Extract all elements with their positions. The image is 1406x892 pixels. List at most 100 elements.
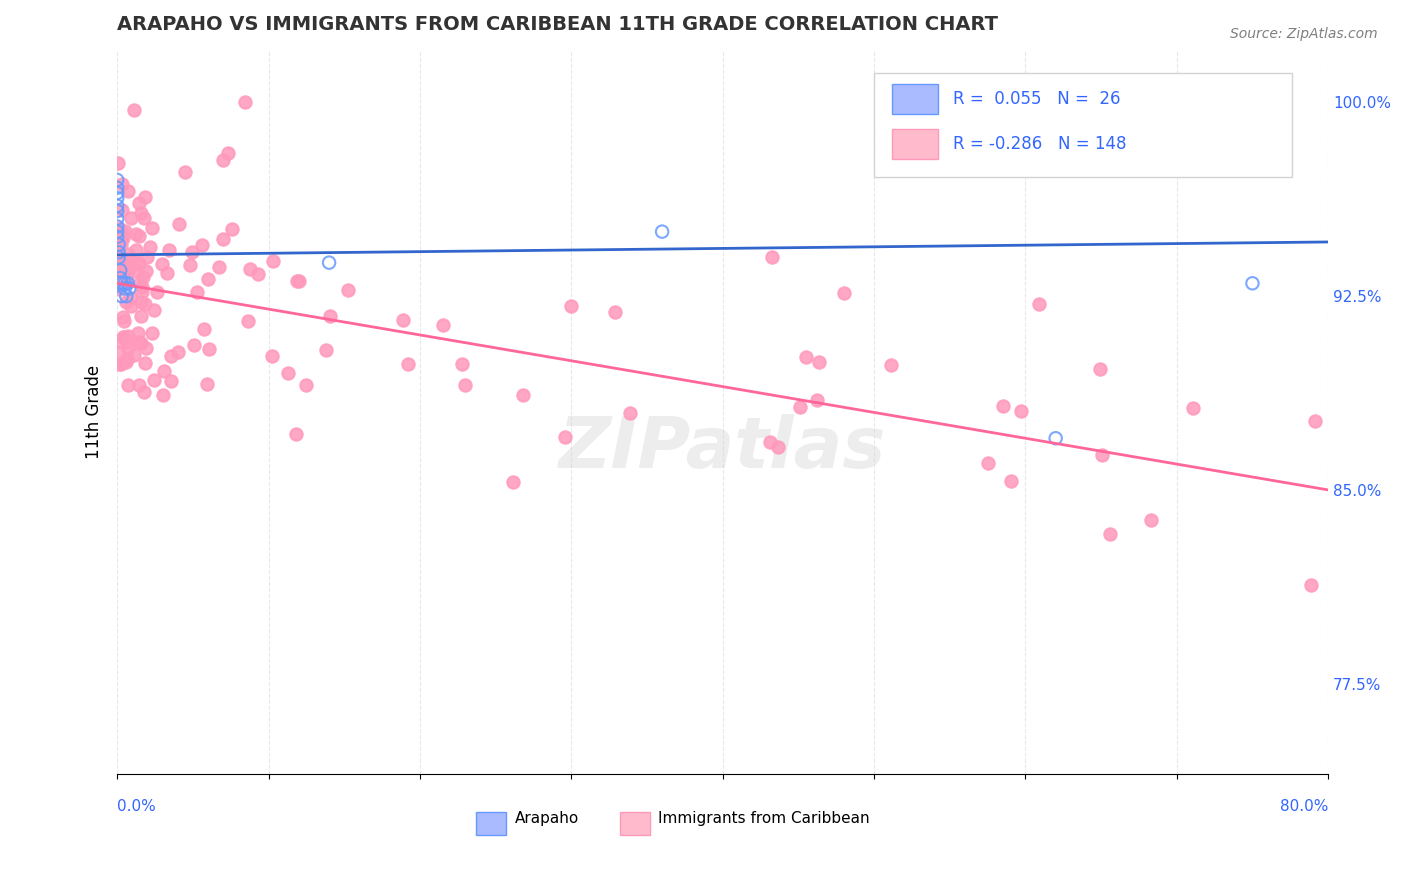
Point (262, 349, 284, 363)
Point (198, 342, 221, 356)
Point (117, 378, 139, 392)
Point (105, 191, 128, 205)
Point (120, 291, 142, 305)
Point (105, 173, 128, 187)
Point (117, 184, 139, 198)
Point (315, 343, 337, 358)
Point (112, 330, 135, 344)
Point (111, 227, 134, 241)
Point (115, 355, 138, 369)
Point (117, 328, 139, 343)
Point (128, 377, 150, 392)
Point (132, 269, 155, 284)
Point (319, 309, 342, 323)
Point (807, 355, 830, 369)
Point (105, 245, 128, 260)
Point (135, 341, 157, 355)
Point (105, 225, 128, 239)
Point (217, 145, 239, 160)
Point (212, 153, 235, 167)
Point (118, 281, 141, 295)
Text: Arapaho: Arapaho (515, 811, 579, 826)
Point (127, 326, 149, 340)
Point (560, 299, 582, 313)
FancyBboxPatch shape (893, 129, 938, 160)
Point (110, 236, 132, 251)
Point (108, 267, 131, 281)
Point (1010, 404, 1032, 418)
Point (131, 285, 153, 300)
Point (246, 267, 269, 281)
Point (124, 264, 146, 278)
Point (880, 358, 903, 372)
Point (139, 239, 162, 253)
Point (134, 356, 156, 370)
Point (288, 274, 311, 288)
Point (391, 313, 413, 327)
Point (105, 180, 128, 194)
Point (318, 255, 340, 269)
Point (117, 264, 139, 278)
Text: R =  0.055   N =  26: R = 0.055 N = 26 (953, 90, 1121, 108)
Point (110, 258, 132, 272)
FancyBboxPatch shape (475, 813, 506, 836)
Point (108, 221, 131, 235)
Point (181, 244, 204, 259)
Text: 0.0%: 0.0% (117, 799, 156, 814)
Point (128, 229, 150, 244)
FancyBboxPatch shape (893, 84, 938, 114)
Point (1088, 362, 1111, 376)
Text: ZIPatlas: ZIPatlas (560, 414, 886, 483)
Point (759, 434, 782, 449)
Point (118, 260, 141, 275)
Point (121, 211, 143, 225)
Point (114, 277, 136, 291)
Point (111, 277, 134, 291)
Point (141, 326, 163, 340)
Point (125, 244, 148, 258)
Point (1000, 475, 1022, 489)
Point (134, 190, 156, 204)
Point (107, 237, 129, 252)
Point (150, 257, 173, 271)
Point (1140, 512, 1163, 526)
Point (112, 271, 135, 285)
Point (174, 165, 197, 179)
Point (789, 401, 811, 415)
Point (236, 314, 259, 328)
Point (221, 222, 243, 236)
Point (277, 366, 299, 380)
Point (134, 384, 156, 399)
Point (136, 250, 159, 264)
Point (118, 256, 141, 270)
Point (512, 388, 534, 402)
Point (1182, 401, 1205, 415)
Point (186, 285, 208, 299)
Point (129, 309, 152, 323)
Point (111, 177, 134, 191)
Point (239, 262, 262, 277)
Point (122, 103, 145, 118)
Point (146, 285, 169, 300)
Point (111, 289, 134, 303)
Point (603, 305, 626, 319)
Point (108, 226, 131, 240)
Point (1241, 277, 1264, 291)
Point (128, 334, 150, 349)
Point (114, 281, 136, 295)
Point (396, 357, 419, 371)
Point (107, 245, 129, 260)
Point (107, 251, 129, 265)
Point (111, 203, 134, 218)
Point (141, 220, 163, 235)
Point (108, 334, 131, 349)
Point (105, 229, 128, 244)
Point (105, 186, 128, 200)
Point (107, 156, 129, 170)
Point (129, 205, 152, 219)
Text: ARAPAHO VS IMMIGRANTS FROM CARIBBEAN 11TH GRADE CORRELATION CHART: ARAPAHO VS IMMIGRANTS FROM CARIBBEAN 11T… (117, 15, 998, 34)
Point (134, 297, 156, 311)
Point (157, 243, 180, 257)
Point (112, 310, 135, 324)
Point (110, 271, 132, 285)
